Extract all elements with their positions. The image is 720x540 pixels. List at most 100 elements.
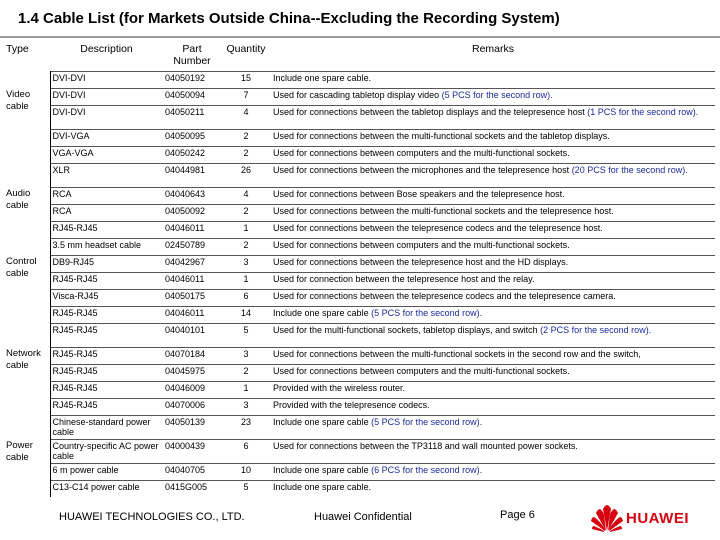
- row-description: RCA: [50, 186, 163, 204]
- row-quantity: 4: [221, 186, 271, 204]
- table-row: Video cable DVI-DVI 04050094 7 Used for …: [4, 87, 715, 146]
- row-quantity: 3: [221, 397, 271, 415]
- table-row: RJ45-RJ45 04070006 3 Provided with the t…: [4, 397, 715, 415]
- row-quantity: 5: [221, 479, 271, 497]
- row-part-number: 04044981: [163, 162, 221, 187]
- row-description: DVI-VGA: [50, 128, 163, 146]
- row-part-number: 04050192: [163, 70, 221, 88]
- remarks-text: Used for connections between the multi-f…: [273, 348, 641, 359]
- remarks-text: Used for connections between the telepre…: [273, 290, 616, 301]
- group-label-power: Power cable: [4, 439, 51, 480]
- remarks-highlight: (5 PCS for the second row).: [371, 416, 483, 427]
- row-remarks: Used for connections between the microph…: [271, 162, 715, 187]
- row-remarks: Include one spare cable (6 PCS for the s…: [271, 462, 715, 480]
- group-cell-spacer: [4, 306, 51, 323]
- row-part-number: 04050175: [163, 288, 221, 306]
- row-part-number: 04040643: [163, 186, 221, 204]
- row-description: RJ45-RJ45: [50, 346, 163, 364]
- row-quantity: 6: [221, 288, 271, 306]
- row-part-number: 04050139: [163, 414, 221, 439]
- row-remarks: Include one spare cable (5 PCS for the s…: [271, 305, 715, 323]
- row-part-number: 04070006: [163, 397, 221, 415]
- remarks-text: Used for connections between the multi-f…: [273, 130, 610, 141]
- remarks-highlight: (5 PCS for the second row).: [441, 89, 553, 100]
- row-description: C13-C14 power cable: [50, 479, 163, 497]
- table-row: RJ45-RJ45 04046011 14 Include one spare …: [4, 305, 715, 323]
- remarks-text: Used for connections between the TP3118 …: [273, 440, 578, 451]
- group-cell-spacer: [4, 323, 51, 347]
- title-divider: [0, 36, 720, 38]
- table-row: Visca-RJ45 04050175 6 Used for connectio…: [4, 288, 715, 306]
- row-part-number: 0415G005: [163, 479, 221, 497]
- table-row: DVI-DVI 04050211 4 Used for connections …: [4, 104, 715, 129]
- row-remarks: Used for connections between computers a…: [271, 145, 715, 163]
- row-quantity: 3: [221, 254, 271, 272]
- table-row: Control cable DB9-RJ45 04042967 3 Used f…: [4, 254, 715, 306]
- remarks-text: Include one spare cable: [273, 464, 372, 475]
- remarks-text: Used for connections between the multi-f…: [273, 205, 614, 216]
- header-quantity: Quantity: [226, 43, 266, 55]
- row-description: 6 m power cable: [50, 462, 163, 480]
- cable-table: Type Description Part Number Quantity Re…: [4, 42, 715, 497]
- header-remarks: Remarks: [471, 43, 514, 55]
- footer-page-number: Page 6: [500, 509, 535, 521]
- table-row: 6 m power cable 04040705 10 Include one …: [4, 462, 715, 480]
- table-row: XLR 04044981 26 Used for connections bet…: [4, 162, 715, 187]
- row-remarks: Used for the multi-functional sockets, t…: [271, 322, 715, 347]
- row-part-number: 04046011: [163, 220, 221, 238]
- table-row: Audio cable RCA 04040643 4 Used for conn…: [4, 186, 715, 221]
- row-quantity: 4: [221, 104, 271, 129]
- group-cell-spacer: [4, 480, 51, 497]
- group-label-network: Network cable: [4, 347, 51, 381]
- table-row: RJ45-RJ45 04046011 1 Used for connection…: [4, 271, 715, 289]
- row-remarks: Include one spare cable (5 PCS for the s…: [271, 414, 715, 439]
- group-label-video: Video cable: [4, 88, 51, 146]
- group-label-audio: Audio cable: [4, 187, 51, 221]
- row-quantity: 2: [221, 203, 271, 221]
- table-row: DVI-VGA 04050095 2 Used for connections …: [4, 128, 715, 146]
- row-description: RJ45-RJ45: [50, 397, 163, 415]
- row-quantity: 26: [221, 162, 271, 187]
- row-quantity: 1: [221, 271, 271, 289]
- remarks-text: Used for connections between the microph…: [273, 164, 572, 175]
- row-remarks: Include one spare cable.: [271, 479, 715, 497]
- table-row: Chinese-standard power cable 04050139 23…: [4, 414, 715, 439]
- row-quantity: 1: [221, 380, 271, 398]
- row-remarks: Used for connections between the telepre…: [271, 220, 715, 238]
- footer-confidential: Huawei Confidential: [314, 511, 412, 523]
- row-part-number: 04046009: [163, 380, 221, 398]
- table-header-row: Type Description Part Number Quantity Re…: [4, 42, 715, 71]
- row-description: VGA-VGA: [50, 145, 163, 163]
- row-quantity: 2: [221, 145, 271, 163]
- table-row: 3.5 mm headset cable 02450789 2 Used for…: [4, 237, 715, 255]
- remarks-highlight: (5 PCS for the second row).: [371, 307, 483, 318]
- remarks-text: Used for cascading tabletop display vide…: [273, 89, 442, 100]
- table-row: VGA-VGA 04050242 2 Used for connections …: [4, 145, 715, 163]
- row-description: Country-specific AC power cable: [50, 438, 163, 463]
- row-remarks: Used for connections between Bose speake…: [271, 186, 715, 204]
- row-quantity: 7: [221, 87, 271, 105]
- header-type: Type: [6, 43, 29, 55]
- row-description: RJ45-RJ45: [50, 305, 163, 323]
- row-description: RJ45-RJ45: [50, 380, 163, 398]
- row-part-number: 04050211: [163, 104, 221, 129]
- row-description: XLR: [50, 162, 163, 187]
- row-description: 3.5 mm headset cable: [50, 237, 163, 255]
- row-remarks: Include one spare cable.: [271, 70, 715, 88]
- row-quantity: 3: [221, 346, 271, 364]
- remarks-text: Used for connections between the telepre…: [273, 222, 603, 233]
- row-remarks: Used for connections between the telepre…: [271, 288, 715, 306]
- row-description: DVI-DVI: [50, 70, 163, 88]
- table-row: RJ45-RJ45 04046009 1 Provided with the w…: [4, 380, 715, 398]
- remarks-text: Include one spare cable.: [273, 481, 372, 492]
- row-remarks: Provided with the telepresence codecs.: [271, 397, 715, 415]
- group-cell-spacer: [4, 381, 51, 398]
- row-remarks: Provided with the wireless router.: [271, 380, 715, 398]
- row-quantity: 1: [221, 220, 271, 238]
- row-part-number: 04050095: [163, 128, 221, 146]
- group-cell-spacer: [4, 415, 51, 439]
- group-cell-spacer: [4, 163, 51, 187]
- group-cell-spacer: [4, 238, 51, 255]
- row-part-number: 04040705: [163, 462, 221, 480]
- remarks-text: Provided with the wireless router.: [273, 382, 406, 393]
